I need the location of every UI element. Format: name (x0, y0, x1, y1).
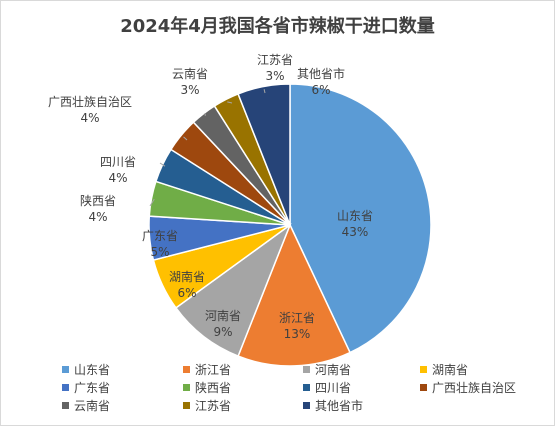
legend-item-7: 四川省 (303, 379, 351, 396)
slice-percent-2: 13% (284, 327, 311, 341)
legend-item-6: 陕西省 (183, 379, 231, 396)
legend-item-4: 湖南省 (420, 361, 468, 378)
legend-label-5: 广东省 (74, 381, 111, 395)
slice-label-8: 广西壮族自治区 (48, 95, 132, 109)
legend-label-4: 湖南省 (432, 363, 469, 377)
legend-swatch-8 (420, 384, 427, 391)
legend-item-9: 云南省 (62, 397, 110, 414)
slice-label-9: 云南省 (172, 66, 208, 81)
slice-percent-8: 4% (80, 111, 99, 125)
slice-label-1: 山东省 (337, 209, 373, 223)
slice-label-4: 湖南省 (169, 269, 205, 284)
legend-item-10: 江苏省 (183, 397, 231, 414)
pie-slice-11 (237, 83, 291, 226)
leader-line-6 (149, 198, 155, 207)
slice-label-3: 河南省 (205, 308, 241, 323)
legend-swatch-7 (303, 384, 310, 391)
legend-swatch-10 (183, 402, 190, 409)
legend-swatch-6 (183, 384, 190, 391)
legend-swatch-3 (303, 366, 310, 373)
pie-slice-3 (174, 222, 292, 358)
slice-percent-10: 3% (265, 69, 284, 83)
slice-label-2: 浙江省 (279, 311, 315, 325)
slice-percent-1: 43% (342, 225, 369, 239)
slice-percent-9: 3% (180, 83, 199, 97)
pie-slice-2 (237, 223, 352, 367)
legend-label-2: 浙江省 (195, 363, 232, 377)
legend-item-5: 广东省 (62, 379, 110, 396)
slice-percent-7: 4% (108, 171, 127, 185)
leader-line-11 (263, 89, 266, 94)
legend-label-1: 山东省 (74, 363, 111, 377)
chart-title: 2024年4月我国各省市辣椒干进口数量 (120, 16, 435, 37)
legend-label-8: 广西壮族自治区 (432, 381, 517, 395)
leader-line-10 (227, 101, 233, 104)
slice-percent-5: 5% (150, 245, 169, 259)
legend-swatch-1 (62, 366, 69, 373)
legend-swatch-5 (62, 384, 69, 391)
leader-line-7 (159, 162, 166, 167)
legend-swatch-11 (303, 402, 310, 409)
slice-percent-6: 4% (88, 210, 107, 224)
legend-item-2: 浙江省 (183, 361, 231, 378)
legend-label-6: 陕西省 (195, 381, 232, 395)
legend-item-3: 河南省 (303, 361, 351, 378)
slice-percent-3: 9% (213, 325, 232, 339)
slice-percent-4: 6% (177, 286, 196, 300)
pie-slice-1 (289, 83, 432, 354)
legend-label-3: 河南省 (315, 363, 352, 377)
legend-item-8: 广西壮族自治区 (420, 379, 516, 396)
slice-label-10: 江苏省 (257, 53, 293, 67)
slice-label-11: 其他省市 (297, 66, 345, 81)
legend-label-11: 其他省市 (315, 399, 364, 413)
slice-label-6: 陕西省 (80, 193, 116, 208)
legend-swatch-2 (183, 366, 190, 373)
legend-swatch-4 (420, 366, 427, 373)
slice-label-5: 广东省 (142, 229, 178, 243)
legend-item-1: 山东省 (62, 361, 110, 378)
leader-line-8 (183, 136, 188, 141)
slice-percent-11: 6% (311, 83, 330, 97)
legend-label-7: 四川省 (315, 381, 352, 395)
legend-label-10: 江苏省 (195, 399, 232, 413)
slice-label-7: 四川省 (100, 155, 136, 169)
legend-swatch-9 (62, 402, 69, 409)
legend-item-11: 其他省市 (303, 397, 363, 414)
legend-label-9: 云南省 (74, 399, 111, 413)
